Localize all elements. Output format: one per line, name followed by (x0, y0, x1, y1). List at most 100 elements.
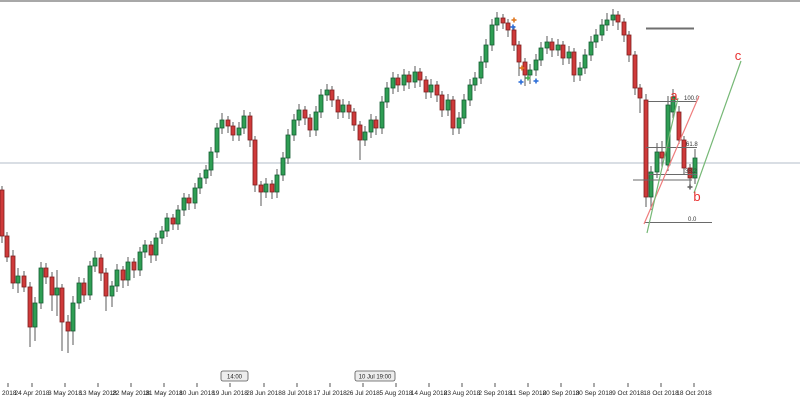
bear-candle-body (626, 34, 632, 56)
bear-candle-body (549, 41, 555, 51)
bear-candle-body (439, 94, 445, 111)
bull-candle-body (483, 44, 489, 63)
wave-label-b[interactable]: b (693, 189, 700, 204)
bull-candle-body (197, 177, 203, 189)
bear-candle-body (59, 287, 65, 323)
x-axis-date-label: 23 Aug 2018 (444, 390, 481, 397)
bear-candle-body (373, 119, 379, 129)
axis-time-box[interactable] (220, 370, 249, 382)
fib-level-label: 61.8 (686, 142, 698, 148)
wave-label-a[interactable]: a (670, 88, 678, 103)
x-axis-date-label: 2 Sep 2018 (478, 390, 512, 397)
bull-candle-body (153, 237, 159, 256)
bull-candle-body (208, 151, 214, 171)
bull-candle-body (15, 275, 21, 284)
bull-candle-body (582, 54, 588, 69)
bull-candle-body (599, 24, 605, 36)
bear-candle-body (351, 111, 357, 126)
bull-candle-body (593, 34, 599, 43)
axis-time-box[interactable] (354, 370, 396, 382)
bear-candle-body (258, 184, 264, 193)
bull-candle-body (362, 131, 368, 141)
bull-candle-body (544, 41, 550, 49)
bear-candle-body (346, 104, 352, 113)
bull-candle-body (54, 287, 60, 296)
bear-candle-body (643, 99, 649, 198)
bull-candle-body (192, 187, 198, 204)
bear-candle-body (406, 74, 412, 83)
x-axis-date-label: 28 Jun 2018 (246, 390, 282, 397)
x-axis-date-label: 2018 (2, 390, 17, 397)
axis-time-box-label: 10 Jul 19:00 (359, 375, 392, 381)
fib-level-label: 100.0 (684, 96, 700, 102)
bear-candle-body (0, 189, 5, 237)
bear-candle-body (49, 276, 55, 296)
bull-candle-body (164, 217, 170, 232)
bull-candle-body (263, 183, 269, 193)
bear-candle-body (335, 99, 341, 113)
bull-candle-body (533, 59, 539, 71)
x-axis-date-label: 20 Sep 2018 (543, 390, 580, 397)
bear-candle-body (170, 217, 176, 225)
bull-candle-body (428, 84, 434, 93)
bull-candle-body (137, 251, 143, 271)
bear-candle-body (621, 21, 627, 36)
bear-candle-body (681, 139, 687, 169)
bull-candle-body (445, 99, 451, 111)
bear-candle-body (81, 282, 87, 296)
bull-candle-body (313, 111, 319, 131)
bear-candle-body (307, 117, 313, 131)
impulse-to-a-red-trendline[interactable] (643, 95, 700, 225)
wave-label-c[interactable]: c (735, 48, 742, 63)
signal-marker-blue (533, 78, 539, 84)
bull-candle-body (368, 119, 374, 133)
bull-candle-body (125, 261, 131, 281)
bull-candle-body (604, 19, 610, 26)
x-axis-date-label: 30 Sep 2018 (576, 390, 613, 397)
bull-candle-body (401, 74, 407, 86)
bull-candle-body (648, 171, 654, 198)
bull-candle-body (214, 127, 220, 153)
bull-candle-body (566, 51, 572, 59)
bull-candle-body (384, 87, 390, 103)
bull-candle-body (555, 44, 561, 51)
bull-candle-body (538, 47, 544, 61)
bull-candle-body (318, 94, 324, 113)
x-axis-date-label: 17 Jul 2018 (313, 390, 347, 397)
bull-candle-body (412, 71, 418, 83)
bull-candle-body (285, 134, 291, 159)
bull-candle-body (340, 104, 346, 113)
impulse-to-a-green-trendline[interactable] (646, 97, 679, 234)
bull-candle-body (379, 101, 385, 129)
bear-candle-body (417, 71, 423, 81)
bull-candle-body (489, 24, 495, 46)
axis-time-box-label: 14:00 (227, 375, 243, 381)
x-axis-date-label: 3 May 2018 (48, 390, 82, 397)
bear-candle-body (148, 244, 154, 256)
bull-candle-body (472, 77, 478, 86)
bear-candle-body (225, 119, 231, 127)
bear-candle-body (43, 267, 49, 278)
bull-candle-body (478, 61, 484, 79)
bear-candle-body (120, 269, 126, 281)
bear-candle-body (247, 115, 253, 141)
bull-candle-body (670, 96, 676, 113)
bull-candle-body (114, 269, 120, 287)
bear-candle-body (687, 167, 693, 179)
b-to-c-projection-trendline[interactable] (693, 60, 742, 194)
bull-candle-body (280, 157, 286, 176)
bull-candle-body (577, 67, 583, 76)
x-axis-date-label: 14 Aug 2018 (411, 390, 448, 397)
bull-candle-body (654, 151, 660, 173)
bear-candle-body (10, 255, 16, 284)
bear-candle-body (4, 235, 10, 258)
bull-candle-body (70, 302, 76, 332)
bear-candle-body (357, 124, 363, 141)
bear-candle-body (269, 183, 275, 193)
x-axis-date-label: 18 Oct 2018 (676, 390, 712, 397)
bull-candle-body (527, 69, 533, 76)
bull-candle-body (181, 197, 187, 211)
x-axis-date-label: 8 Jul 2018 (282, 390, 312, 397)
